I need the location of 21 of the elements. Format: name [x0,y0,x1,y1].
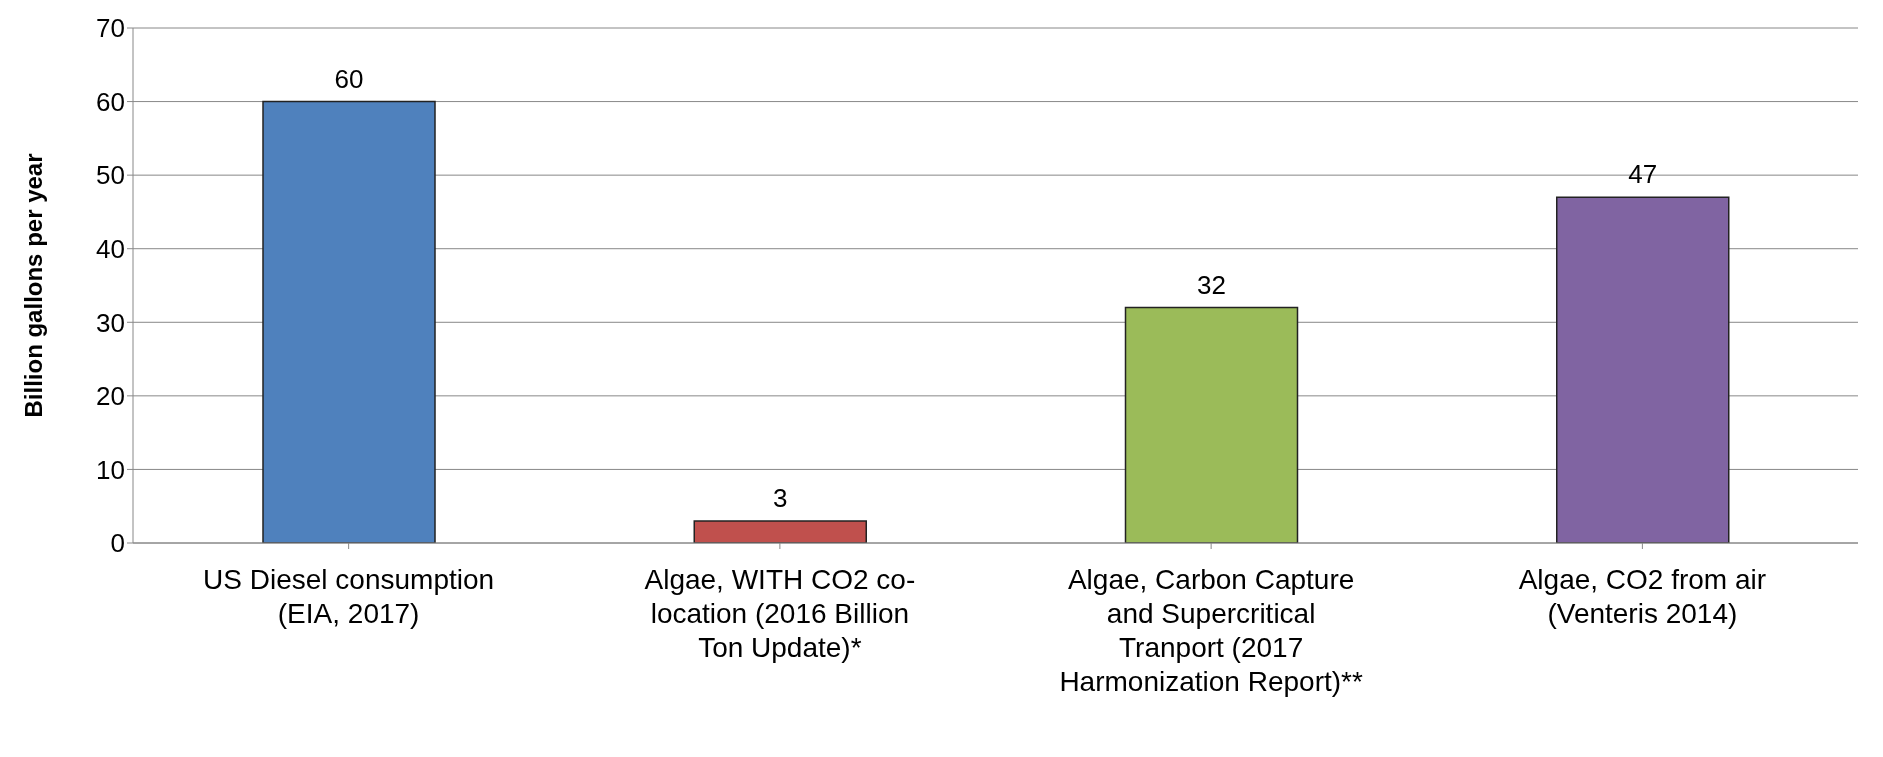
y-tick-label: 60 [96,86,125,117]
y-tick-label: 10 [96,454,125,485]
bar [693,520,867,543]
y-tick-label: 50 [96,160,125,191]
data-label: 32 [1197,269,1226,300]
y-tick-label: 70 [96,13,125,44]
bar [262,100,436,543]
bar [1124,306,1299,543]
x-tick-label: Algae, CO2 from air (Venteris 2014) [1518,564,1767,629]
y-tick-label: 0 [110,528,125,559]
data-label: 60 [334,63,364,94]
x-tick-label: US Diesel consumption (EIA, 2017) [203,564,495,629]
data-label: 47 [1628,159,1658,190]
x-tick-label: Algae, WITH CO2 co-location (2016 Billion Ton Update)* [644,564,916,663]
y-tick-label: 30 [96,307,125,338]
bar [1556,196,1730,543]
y-axis-title: Billion gallons per year [19,153,47,418]
data-label: 3 [773,482,788,513]
y-tick-label: 20 [96,381,125,412]
x-tick-label: Algae, Carbon Capture and Supercritical Tranport (2017 Harmonization Report)** [1059,564,1363,697]
y-tick-label: 40 [96,233,125,264]
